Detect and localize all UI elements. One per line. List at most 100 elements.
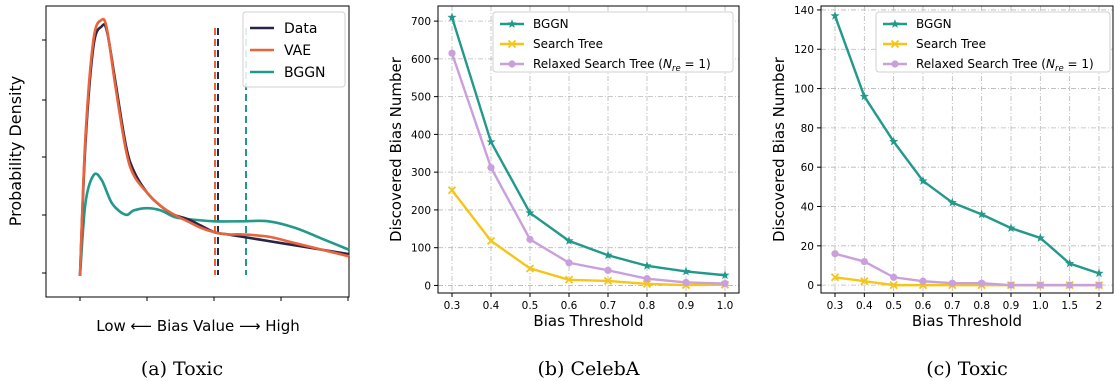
legend-a-label-1: VAE — [284, 43, 311, 59]
y-axis-label-chart-c: Discovered Bias Number — [770, 56, 788, 242]
data-point-chart-b-2-0 — [448, 49, 456, 57]
data-point-chart-c-0-0 — [830, 11, 840, 20]
series-line-chart-b-2 — [450, 52, 726, 285]
data-point-chart-b-1-2 — [525, 264, 535, 273]
y-tick-label-chart-b-4: 400 — [411, 129, 431, 141]
legend-chart-b-label-0: BGGN — [533, 17, 569, 31]
y-tick-label-chart-c-4: 80 — [801, 123, 814, 135]
x-tick-label-chart-c-2: 0.5 — [885, 300, 902, 312]
x-tick-label-chart-b-6: 0.9 — [678, 300, 695, 312]
data-point-chart-c-2-6 — [1007, 281, 1015, 289]
caption-chart-c: (c) Toxic — [926, 358, 1008, 380]
data-point-chart-b-2-3 — [565, 259, 573, 267]
legend-chart-b-marker-1 — [507, 39, 517, 49]
x-axis-label-chart-b: Bias Threshold — [533, 312, 643, 330]
data-point-chart-b-0-2 — [525, 208, 535, 217]
legend-chart-c-label-2: Relaxed Search Tree (Nre = 1) — [916, 57, 1094, 74]
data-point-chart-c-2-1 — [860, 257, 868, 266]
legend-chart-b — [492, 11, 734, 73]
y-tick-label-chart-c-7: 140 — [794, 5, 814, 17]
data-point-chart-b-2-6 — [682, 278, 690, 287]
legend-chart-b-marker-2 — [508, 60, 516, 68]
plot-frame-chart-b — [437, 5, 740, 294]
x-tick-label-chart-b-4: 0.7 — [600, 300, 617, 312]
y-tick-label-chart-b-3: 300 — [411, 167, 431, 179]
chart-b: 0 100 200 300 400 500 600 700 0.3 0.4 0.5 0.6 0.7 0.8… — [387, 5, 740, 380]
data-point-chart-b-1-1 — [486, 236, 496, 246]
data-point-chart-b-2-4 — [604, 266, 612, 274]
data-point-chart-c-1-0 — [830, 273, 840, 282]
series-line-chart-b-0 — [450, 16, 726, 277]
legend-chart-c-marker-2 — [891, 60, 899, 68]
data-point-chart-b-0-4 — [603, 250, 613, 260]
series-line-bggn — [78, 172, 350, 277]
legend-chart-b-label-2: Relaxed Search Tree (Nre = 1) — [533, 57, 711, 74]
y-tick-label-chart-b-2: 200 — [411, 205, 431, 217]
x-tick-label-chart-b-2: 0.5 — [522, 300, 539, 312]
data-point-chart-b-2-5 — [643, 275, 651, 283]
data-point-chart-c-2-2 — [890, 273, 898, 281]
data-point-chart-c-1-1 — [860, 277, 869, 286]
x-tick-label-chart-b-5: 0.8 — [639, 300, 656, 312]
x-tick-label-chart-c-1: 0.4 — [856, 300, 873, 312]
data-point-chart-b-0-0 — [447, 12, 457, 22]
data-point-chart-c-0-1 — [859, 91, 869, 101]
data-point-chart-c-2-4 — [948, 279, 956, 287]
x-axis-label-a: Low ⟵ Bias Value ⟶ High — [96, 317, 300, 335]
caption-a: (a) Toxic — [141, 358, 223, 380]
data-point-chart-b-1-0 — [447, 186, 457, 195]
legend-chart-c-marker-0 — [890, 19, 900, 28]
data-point-chart-b-1-3 — [564, 275, 574, 284]
x-tick-label-chart-c-8: 1.5 — [1061, 300, 1078, 312]
y-tick-label-chart-b-5: 500 — [411, 92, 431, 104]
series-line-chart-c-2 — [834, 252, 1099, 287]
caption-chart-b: (b) CelebA — [537, 358, 639, 380]
legend-chart-c — [875, 11, 1111, 73]
data-point-chart-b-0-3 — [564, 236, 574, 245]
data-point-chart-c-1-2 — [889, 281, 898, 290]
y-tick-label-chart-c-2: 40 — [801, 202, 814, 214]
y-tick-label-chart-c-5: 100 — [794, 84, 814, 96]
x-tick-label-chart-c-9: 2 — [1096, 300, 1103, 312]
data-point-chart-c-0-4 — [947, 197, 957, 207]
data-point-chart-b-1-5 — [642, 279, 652, 289]
data-point-chart-c-2-8 — [1066, 281, 1074, 289]
x-tick-label-chart-c-7: 1.0 — [1032, 300, 1049, 312]
data-point-chart-b-0-5 — [642, 261, 652, 270]
data-point-chart-c-0-5 — [977, 209, 987, 219]
chart-c: 0 20 40 60 80 100 120 140 0.3 0.4 0.5 0.6 0.7 0.8 0.9 1… — [770, 5, 1114, 380]
data-point-chart-c-2-0 — [831, 250, 839, 258]
data-point-chart-c-0-6 — [1006, 223, 1016, 233]
data-point-chart-b-2-1 — [487, 164, 495, 172]
data-point-chart-b-0-1 — [486, 137, 496, 146]
legend-a-label-0: Data — [284, 21, 317, 37]
x-tick-label-chart-c-4: 0.7 — [944, 300, 961, 312]
x-tick-label-chart-b-0: 0.3 — [444, 300, 461, 312]
x-tick-label-chart-c-5: 0.8 — [973, 300, 990, 312]
x-tick-label-chart-c-0: 0.3 — [827, 300, 844, 312]
series-line-chart-b-1 — [451, 189, 726, 287]
series-line-vae — [78, 17, 350, 277]
y-tick-label-chart-c-1: 20 — [801, 241, 814, 253]
data-point-chart-c-2-3 — [919, 277, 927, 285]
y-tick-label-chart-c-0: 0 — [807, 280, 814, 292]
x-tick-label-chart-c-3: 0.6 — [915, 300, 932, 312]
plot-frame-chart-c — [820, 5, 1114, 294]
legend-a-label-2: BGGN — [284, 65, 326, 81]
data-point-chart-b-2-7 — [721, 279, 729, 288]
y-axis-label-a: Probability Density — [6, 76, 25, 227]
x-tick-label-chart-c-6: 0.9 — [1003, 300, 1020, 312]
data-point-chart-b-0-6 — [681, 266, 691, 276]
data-point-chart-c-2-9 — [1095, 281, 1103, 289]
y-tick-label-chart-c-3: 60 — [801, 162, 814, 174]
legend-chart-c-label-0: BGGN — [916, 17, 952, 31]
data-point-chart-b-1-4 — [603, 276, 613, 286]
y-tick-label-chart-c-6: 120 — [794, 44, 814, 56]
x-tick-label-chart-b-7: 1.0 — [717, 300, 734, 312]
data-point-chart-c-0-8 — [1065, 258, 1075, 268]
data-point-chart-c-2-5 — [978, 279, 986, 287]
data-point-chart-c-0-9 — [1094, 268, 1104, 278]
chart-a: Data VAE BGGN Probability Density Low ⟵ Bias… — [6, 5, 350, 380]
y-tick-label-chart-b-0: 0 — [424, 280, 431, 292]
